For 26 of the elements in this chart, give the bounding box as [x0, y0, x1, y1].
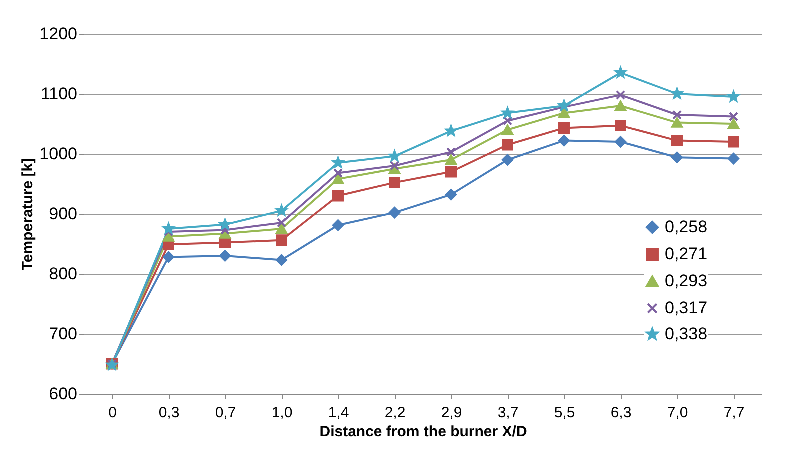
y-tick-label: 1200 [40, 24, 78, 44]
y-axis-title: Temperature [k] [20, 158, 37, 271]
y-tick-label: 600 [49, 384, 78, 404]
x-tick-label: 7,7 [724, 404, 745, 422]
x-axis-title: Distance from the burner X/D [320, 424, 528, 440]
legend-label: 0,317 [665, 298, 708, 318]
y-tick-label: 700 [49, 324, 78, 344]
x-tick-label: 0 [108, 404, 117, 422]
x-tick-label: 1,4 [328, 404, 350, 422]
y-tick-label: 800 [49, 264, 78, 284]
x-tick-label: 3,7 [498, 404, 519, 422]
x-tick-label: 7,0 [667, 404, 688, 422]
legend-label: 0,271 [665, 244, 708, 264]
x-tick-label: 6,3 [610, 404, 632, 422]
x-tick-label: 0,7 [215, 404, 236, 422]
y-tick-label: 1000 [40, 144, 78, 164]
legend-label: 0,293 [665, 272, 708, 290]
x-tick-label: 5,5 [554, 404, 576, 422]
legend-label: 0,258 [665, 218, 708, 236]
x-tick-label: 2,2 [384, 404, 406, 422]
x-tick-label: 1,0 [272, 404, 293, 422]
x-tick-label: 2,9 [441, 404, 462, 422]
y-tick-label: 1100 [40, 84, 78, 104]
legend-label: 0,338 [665, 324, 708, 344]
x-tick-label: 0,3 [158, 404, 180, 422]
y-tick-label: 900 [49, 204, 78, 224]
